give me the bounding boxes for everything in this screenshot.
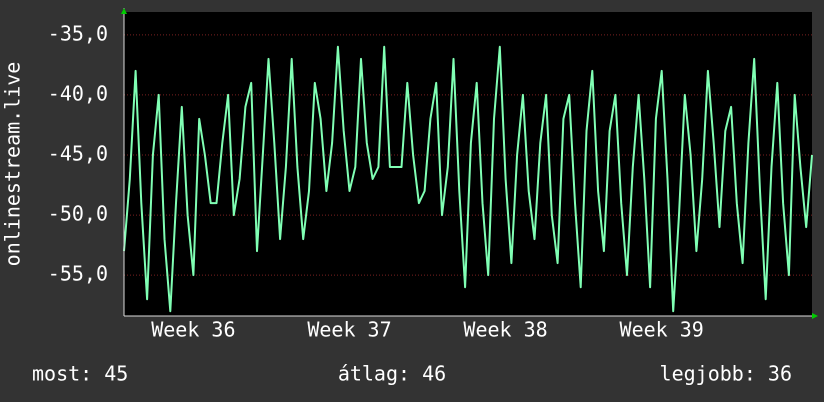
y-tick-label: -50,0 (48, 202, 108, 226)
y-tick-label: -45,0 (48, 141, 108, 165)
x-tick-label: Week 37 (307, 318, 391, 342)
plot-area (124, 12, 812, 316)
data-line (123, 45, 813, 313)
y-tick-label: -55,0 (48, 262, 108, 286)
x-tick-label: Week 38 (463, 318, 547, 342)
x-arrow (812, 313, 818, 319)
x-tick-label: Week 39 (620, 318, 704, 342)
y-axis-label: onlinestream.live (1, 62, 25, 267)
y-tick-label: -35,0 (48, 21, 108, 45)
y-tick-label: -40,0 (48, 81, 108, 105)
stat-best: legjobb: 36 (660, 362, 792, 386)
y-arrow (121, 8, 127, 14)
stat-current: most: 45 (32, 362, 128, 386)
x-tick-label: Week 36 (151, 318, 235, 342)
stat-average: átlag: 46 (338, 362, 446, 386)
